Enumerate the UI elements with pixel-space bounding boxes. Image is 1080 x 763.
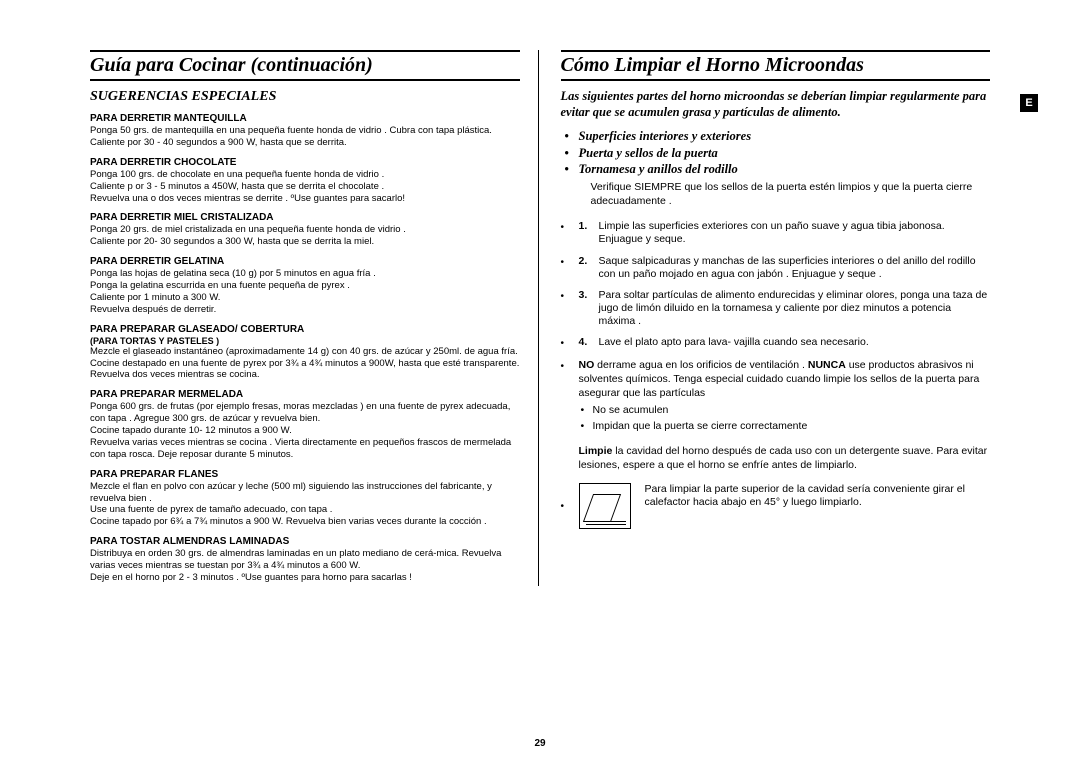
- list-item: No se acumulen: [593, 404, 991, 418]
- list-item: Tornamesa y anillos del rodillo: [579, 161, 991, 177]
- left-column: Guía para Cocinar (continuación) SUGEREN…: [90, 50, 539, 586]
- tip-body: Ponga 50 grs. de mantequilla en una pequ…: [90, 125, 520, 149]
- tip-body: Ponga las hojas de gelatina seca (10 g) …: [90, 268, 520, 316]
- verify-text: Verifique SIEMPRE que los sellos de la p…: [561, 181, 991, 208]
- tip-title: PARA DERRETIR CHOCOLATE: [90, 157, 520, 168]
- tip-body: Mezcle el glaseado instantáneo (aproxima…: [90, 346, 520, 382]
- step-number: 3.: [579, 289, 593, 328]
- step-number: 2.: [579, 255, 593, 281]
- diagram-text: Para limpiar la parte superior de la cav…: [645, 483, 991, 529]
- list-item: Superficies interiores y exteriores: [579, 128, 991, 144]
- left-subhead: SUGERENCIAS ESPECIALES: [90, 89, 520, 105]
- tip-title: PARA PREPARAR GLASEADO/ COBERTURA: [90, 324, 520, 335]
- list-item: Impidan que la puerta se cierre correcta…: [593, 420, 991, 434]
- note-text: NO derrame agua en los orificios de vent…: [579, 359, 991, 435]
- right-section-title: Cómo Limpiar el Horno Microondas: [561, 50, 991, 81]
- tip: PARA DERRETIR GELATINA Ponga las hojas d…: [90, 256, 520, 316]
- tip: PARA PREPARAR FLANES Mezcle el flan en p…: [90, 469, 520, 529]
- bullet-icon: •: [561, 291, 565, 302]
- tip-title: PARA PREPARAR MERMELADA: [90, 389, 520, 400]
- tip-body: Ponga 20 grs. de miel cristalizada en un…: [90, 224, 520, 248]
- note-bold: NUNCA: [808, 359, 846, 371]
- left-section-title: Guía para Cocinar (continuación): [90, 50, 520, 81]
- page-number: 29: [534, 738, 545, 749]
- tip-body: Ponga 600 grs. de frutas (por ejemplo fr…: [90, 401, 520, 460]
- bullet-icon: •: [561, 501, 565, 512]
- cleaning-steps: • 1. Limpie las superficies exteriores c…: [561, 220, 991, 349]
- note-span: derrame agua en los orificios de ventila…: [594, 359, 808, 371]
- step: • 3. Para soltar partículas de alimento …: [561, 289, 991, 328]
- tip-body: Distribuya en orden 30 grs. de almendras…: [90, 548, 520, 584]
- tip-title: PARA DERRETIR MANTEQUILLA: [90, 113, 520, 124]
- tip: PARA DERRETIR MIEL CRISTALIZADA Ponga 20…: [90, 212, 520, 248]
- tip: PARA DERRETIR MANTEQUILLA Ponga 50 grs. …: [90, 113, 520, 149]
- note-bold: NO: [579, 359, 595, 371]
- bullet-icon: •: [561, 222, 565, 233]
- step: • 1. Limpie las superficies exteriores c…: [561, 220, 991, 246]
- step-number: 1.: [579, 220, 593, 246]
- step-number: 4.: [579, 336, 593, 349]
- tip-title: PARA DERRETIR GELATINA: [90, 256, 520, 267]
- tip-body: Ponga 100 grs. de chocolate en una peque…: [90, 169, 520, 205]
- step-text: Limpie las superficies exteriores con un…: [599, 220, 991, 246]
- cleaning-note: Limpie la cavidad del horno después de c…: [561, 445, 991, 472]
- bullet-icon: •: [561, 257, 565, 268]
- right-column: E Cómo Limpiar el Horno Microondas Las s…: [559, 50, 991, 586]
- page-columns: Guía para Cocinar (continuación) SUGEREN…: [90, 50, 990, 586]
- step-text: Para soltar partículas de alimento endur…: [599, 289, 991, 328]
- tip-title: PARA DERRETIR MIEL CRISTALIZADA: [90, 212, 520, 223]
- note-bold: Limpie: [579, 445, 613, 457]
- heater-diagram-icon: [579, 483, 631, 529]
- tip-subtitle: (PARA TORTAS Y PASTELES ): [90, 336, 520, 346]
- tip-title: PARA TOSTAR ALMENDRAS LAMINADAS: [90, 536, 520, 547]
- list-item: Puerta y sellos de la puerta: [579, 145, 991, 161]
- step-text: Saque salpicaduras y manchas de las supe…: [599, 255, 991, 281]
- bullet-icon: •: [561, 361, 565, 372]
- right-intro: Las siguientes partes del horno microond…: [561, 89, 991, 120]
- warning-note: • NO derrame agua en los orificios de ve…: [561, 359, 991, 435]
- diagram-note: • Para limpiar la parte superior de la c…: [561, 483, 991, 529]
- note-text: Limpie la cavidad del horno después de c…: [579, 445, 991, 472]
- language-tag: E: [1020, 94, 1038, 112]
- sub-bullet-list: No se acumulen Impidan que la puerta se …: [579, 404, 991, 433]
- tip-body: Mezcle el flan en polvo con azúcar y lec…: [90, 481, 520, 529]
- step-text: Lave el plato apto para lava- vajilla cu…: [599, 336, 991, 349]
- tip: PARA PREPARAR MERMELADA Ponga 600 grs. d…: [90, 389, 520, 460]
- tip: PARA PREPARAR GLASEADO/ COBERTURA (PARA …: [90, 324, 520, 382]
- cleaning-parts-list: Superficies interiores y exteriores Puer…: [561, 128, 991, 177]
- tip: PARA TOSTAR ALMENDRAS LAMINADAS Distribu…: [90, 536, 520, 584]
- step: • 4. Lave el plato apto para lava- vajil…: [561, 336, 991, 349]
- note-span: la cavidad del horno después de cada uso…: [579, 445, 988, 471]
- bullet-icon: •: [561, 338, 565, 349]
- tip-title: PARA PREPARAR FLANES: [90, 469, 520, 480]
- step: • 2. Saque salpicaduras y manchas de las…: [561, 255, 991, 281]
- tip: PARA DERRETIR CHOCOLATE Ponga 100 grs. d…: [90, 157, 520, 205]
